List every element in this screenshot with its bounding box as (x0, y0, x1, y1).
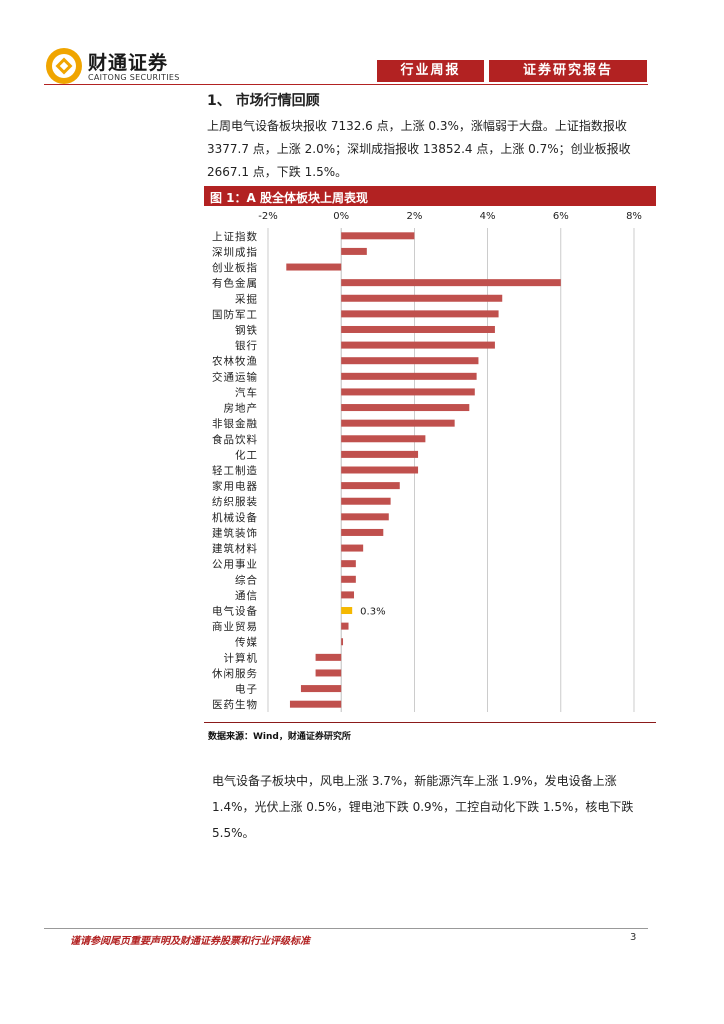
market-review-paragraph: 上周电气设备板块报收 7132.6 点，上涨 0.3%，涨幅弱于大盘。上证指数报… (207, 119, 631, 179)
section-title: 1、 市场行情回顾 (207, 93, 320, 109)
category-label: 休闲服务 (212, 667, 258, 680)
category-label: 非银金融 (212, 417, 258, 430)
figure-bottom-rule (204, 722, 656, 723)
category-label: 医药生物 (212, 698, 258, 711)
category-label: 轻工制造 (212, 464, 258, 477)
category-labels: 上证指数深圳成指创业板指有色金属采掘国防军工钢铁银行农林牧渔交通运输汽车房地产非… (212, 230, 259, 711)
header-tab-report: 证券研究报告 (489, 60, 647, 82)
logo-english-name: CAITONG SECURITIES (88, 73, 180, 82)
x-tick-label: 2% (406, 211, 422, 222)
category-label: 深圳成指 (212, 245, 258, 258)
category-label: 银行 (235, 339, 258, 352)
category-label: 机械设备 (212, 511, 258, 524)
category-label: 创业板指 (212, 261, 258, 274)
category-label: 农林牧渔 (212, 355, 258, 368)
header-divider (44, 84, 648, 85)
category-label: 汽车 (235, 386, 258, 399)
figure-title-bar (204, 186, 656, 206)
category-label: 电子 (235, 683, 258, 696)
bar (341, 450, 419, 458)
bar (341, 325, 495, 333)
bar (341, 638, 344, 646)
bar (341, 466, 419, 474)
bar (341, 419, 455, 427)
bar (341, 622, 349, 630)
category-label: 建筑装饰 (212, 526, 258, 539)
category-label: 化工 (235, 448, 258, 461)
figure-title: 图 1：A 股全体板块上周表现 (210, 191, 368, 205)
page-number: 3 (630, 932, 637, 943)
bar (341, 232, 415, 240)
category-label: 建筑材料 (212, 542, 258, 555)
bar (341, 560, 356, 568)
category-label: 传媒 (235, 636, 258, 649)
category-label: 综合 (235, 573, 258, 586)
bar (286, 263, 342, 271)
bar (341, 528, 384, 536)
header-tab-weekly: 行业周报 (377, 60, 484, 82)
bar (341, 279, 561, 287)
bar (341, 591, 355, 599)
company-logo: 财通证券 CAITONG SECURITIES (44, 46, 204, 86)
bar (341, 513, 389, 521)
x-tick-label: 4% (480, 211, 496, 222)
category-label: 家用电器 (212, 480, 258, 493)
bar-highlight (341, 607, 353, 615)
footer-divider (44, 928, 648, 929)
bar (341, 388, 475, 396)
category-label: 通信 (235, 590, 258, 602)
data-source-note: 数据来源：Wind，财通证券研究所 (208, 732, 351, 742)
highlight-data-label: 0.3% (360, 607, 385, 618)
category-label: 上证指数 (212, 230, 258, 243)
category-label: 食品饮料 (212, 433, 258, 446)
category-label: 交通运输 (212, 370, 258, 383)
bar (341, 357, 479, 365)
category-label: 计算机 (224, 651, 259, 664)
category-label: 公用事业 (212, 558, 258, 571)
category-label: 钢铁 (235, 323, 258, 336)
category-label: 电气设备 (212, 605, 258, 618)
x-tick-label: 6% (553, 211, 569, 222)
category-label: 纺织服装 (212, 495, 258, 508)
category-label: 房地产 (224, 402, 259, 415)
logo-chinese-name: 财通证券 (88, 52, 169, 74)
bar (341, 294, 503, 302)
bar (341, 247, 367, 255)
sector-performance-chart: -2% 0% 2% 4% 6% 8% 上证指数深圳成指创业板指有色金属采掘国防军工钢铁银行… (212, 211, 642, 712)
bar (341, 372, 477, 380)
bar (341, 482, 400, 490)
x-tick-label: 0% (333, 211, 349, 222)
x-tick-label: -2% (258, 211, 277, 222)
bar (341, 544, 364, 552)
bar (289, 700, 342, 708)
bar (341, 404, 470, 412)
category-label: 商业贸易 (212, 620, 258, 633)
footer-disclaimer: 谨请参阅尾页重要声明及财通证券股票和行业评级标准 (70, 936, 310, 947)
x-axis-ticks: -2% 0% 2% 4% 6% 8% (258, 211, 642, 222)
bar (315, 653, 342, 661)
bar (341, 435, 426, 443)
bar (341, 575, 356, 583)
bars (286, 232, 561, 708)
coin-logo-icon (46, 48, 82, 84)
category-label: 采掘 (235, 292, 258, 305)
bar (315, 669, 342, 677)
bar (341, 310, 499, 318)
bar (300, 685, 342, 693)
category-label: 有色金属 (212, 277, 258, 290)
bar (341, 341, 495, 349)
x-tick-label: 8% (626, 211, 642, 222)
bar (341, 497, 391, 505)
sub-sector-paragraph: 电气设备子板块中，风电上涨 3.7%，新能源汽车上涨 1.9%，发电设备上涨 1… (212, 774, 634, 840)
category-label: 国防军工 (212, 308, 258, 321)
